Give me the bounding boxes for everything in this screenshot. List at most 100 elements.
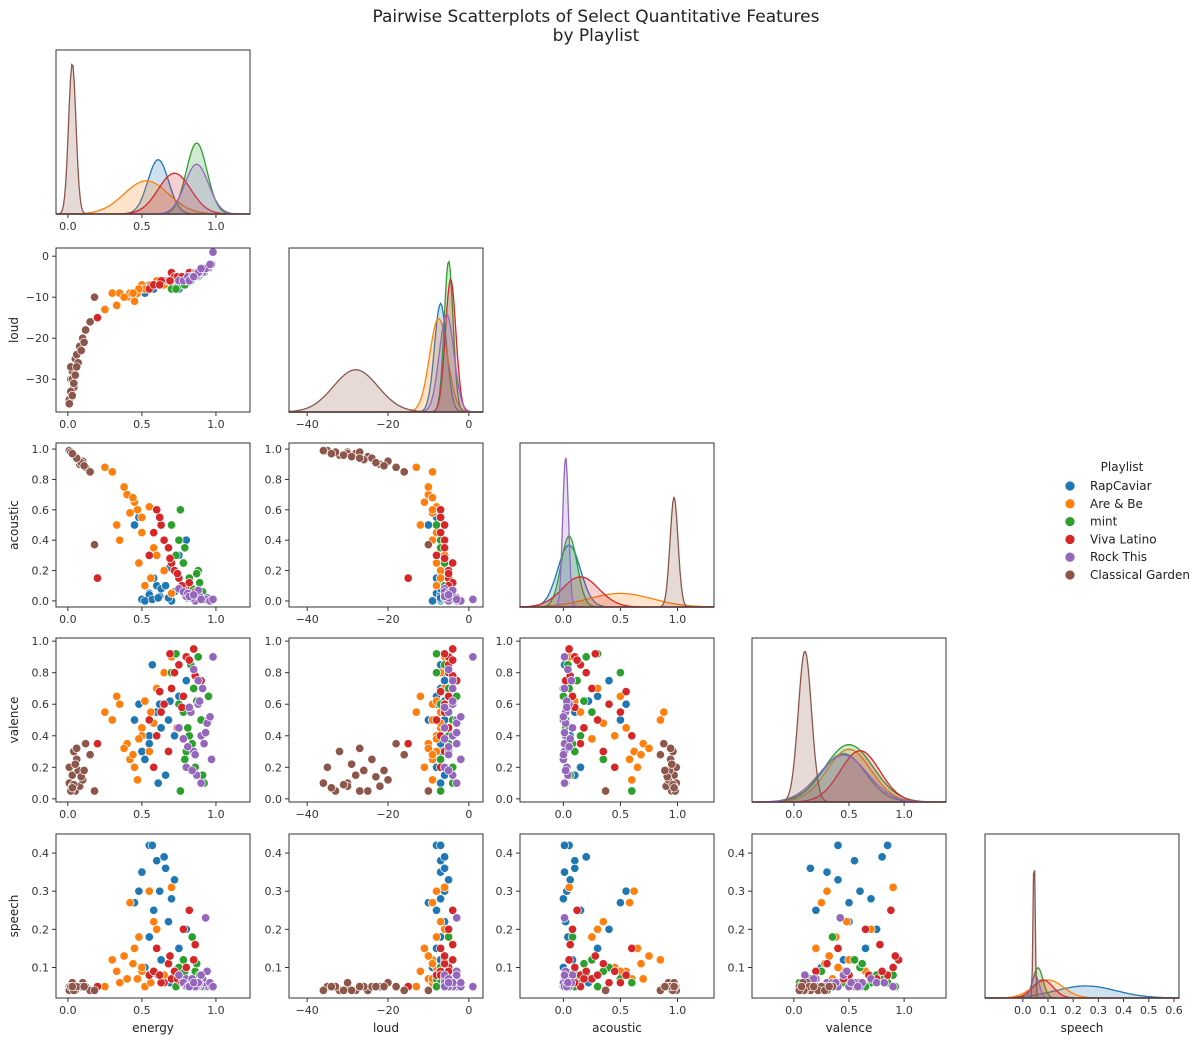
- point-are-be: [638, 974, 648, 984]
- point-rock-this: [196, 970, 206, 980]
- point-rock-this: [800, 970, 810, 980]
- point-classical-garden: [79, 982, 89, 992]
- point-rapcaviar: [155, 886, 165, 896]
- point-viva-latino: [444, 569, 454, 579]
- point-are-be: [144, 886, 154, 896]
- point-rock-this: [564, 742, 574, 752]
- point-viva-latino: [184, 655, 194, 665]
- point-classical-garden: [399, 467, 409, 477]
- point-mint: [193, 652, 203, 662]
- y-tick-label: 0.2: [496, 923, 514, 936]
- y-tick-label: 0.0: [32, 595, 50, 608]
- point-rock-this: [183, 742, 193, 752]
- point-viva-latino: [92, 739, 103, 749]
- point-classical-garden: [355, 786, 365, 796]
- point-are-be: [636, 959, 646, 969]
- point-viva-latino: [604, 699, 614, 709]
- point-rock-this: [196, 778, 206, 788]
- point-are-be: [128, 959, 138, 969]
- point-are-be: [431, 886, 442, 896]
- point-are-be: [134, 558, 144, 568]
- point-are-be: [427, 898, 438, 908]
- point-mint: [827, 932, 838, 942]
- point-viva-latino: [572, 905, 582, 915]
- y-tick-label: 0.4: [32, 534, 50, 547]
- panel-frame: [55, 833, 251, 999]
- point-rapcaviar: [822, 867, 832, 877]
- point-rapcaviar: [156, 723, 166, 733]
- point-classical-garden: [669, 783, 679, 793]
- y-tick-label: 0.2: [728, 923, 746, 936]
- point-mint: [189, 683, 199, 694]
- point-viva-latino: [155, 970, 165, 980]
- point-rock-this: [206, 754, 217, 764]
- point-classical-garden: [391, 982, 401, 992]
- point-rapcaviar: [565, 875, 575, 885]
- point-mint: [431, 520, 442, 530]
- point-rapcaviar: [444, 875, 454, 885]
- x-tick-label: 0.5: [840, 1004, 858, 1017]
- point-classical-garden: [660, 765, 670, 776]
- point-are-be: [119, 951, 129, 961]
- x-tick-label: 1.0: [207, 418, 225, 431]
- legend-label: RapCaviar: [1090, 479, 1152, 493]
- point-rapcaviar: [833, 840, 843, 850]
- x-tick-label: 0.2: [1064, 1004, 1082, 1017]
- point-are-be: [112, 520, 122, 530]
- point-are-be: [423, 482, 433, 492]
- legend-marker-mint: [1064, 516, 1076, 527]
- point-rock-this: [440, 723, 450, 733]
- point-are-be: [888, 882, 898, 892]
- point-rock-this: [879, 978, 889, 988]
- point-mint: [857, 959, 867, 969]
- point-are-be: [415, 520, 425, 530]
- point-rapcaviar: [860, 943, 871, 953]
- point-are-be: [132, 505, 143, 515]
- point-rapcaviar: [570, 863, 580, 873]
- point-viva-latino: [590, 649, 600, 659]
- x-tick-label: 1.0: [207, 220, 225, 233]
- y-tick-label: 0.6: [265, 698, 283, 711]
- point-are-be: [112, 966, 122, 976]
- point-classical-garden: [399, 985, 409, 995]
- y-tick-label: 0.1: [265, 961, 283, 974]
- y-axis-label: loud: [7, 317, 21, 343]
- x-tick-label: 1.0: [207, 613, 225, 626]
- point-are-be: [811, 943, 821, 953]
- panel-frame: [55, 442, 251, 608]
- point-rapcaviar: [137, 867, 147, 877]
- panel-speech-acoustic: 0.0 0.5 1.0 0.1 0.2 0.3 0.4 acoustic: [496, 833, 715, 1035]
- point-rapcaviar: [604, 676, 614, 686]
- point-are-be: [125, 508, 135, 518]
- y-tick-label: 0.6: [265, 504, 283, 517]
- point-mint: [203, 691, 214, 701]
- point-classical-garden: [371, 982, 381, 992]
- point-viva-latino: [436, 687, 446, 697]
- point-viva-latino: [178, 691, 188, 701]
- legend-marker-rock-this: [1064, 551, 1076, 563]
- point-viva-latino: [92, 573, 103, 583]
- point-rapcaviar: [805, 863, 815, 873]
- point-rapcaviar: [621, 886, 631, 896]
- point-viva-latino: [92, 313, 103, 323]
- point-viva-latino: [144, 550, 154, 560]
- y-tick-label: 0.4: [265, 730, 283, 743]
- kde-rock-this: [520, 457, 714, 608]
- kde-classical-garden: [520, 496, 714, 608]
- x-tick-label: 1.0: [207, 808, 225, 821]
- point-classical-garden: [326, 982, 336, 992]
- x-tick-label: −40: [296, 808, 319, 821]
- point-classical-garden: [67, 982, 77, 992]
- point-rock-this: [558, 750, 568, 760]
- x-tick-label: 1.0: [669, 808, 687, 821]
- x-tick-label: 0.5: [840, 808, 858, 821]
- point-classical-garden: [318, 778, 328, 788]
- x-axis-label: loud: [373, 1021, 399, 1035]
- point-are-be: [100, 304, 110, 315]
- x-tick-label: −20: [376, 418, 399, 431]
- point-classical-garden: [339, 450, 349, 460]
- point-viva-latino: [184, 905, 194, 915]
- point-mint: [195, 578, 205, 588]
- point-are-be: [427, 493, 438, 503]
- point-viva-latino: [564, 644, 574, 654]
